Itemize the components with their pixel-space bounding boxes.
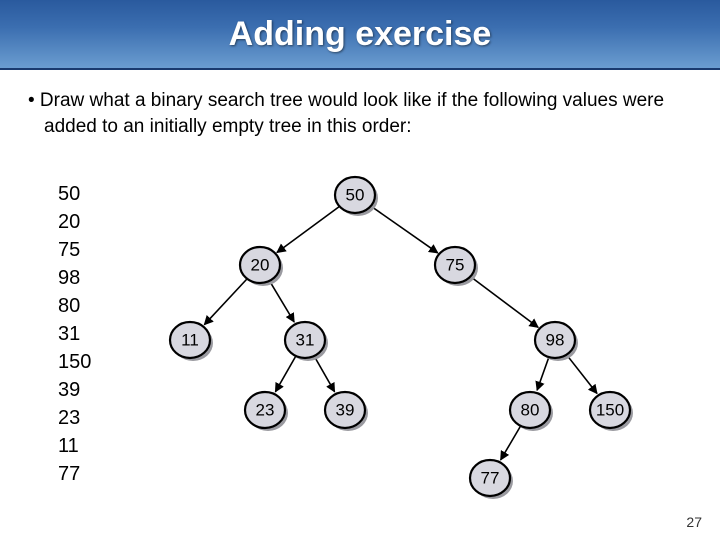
slide-number: 27 [686, 514, 702, 530]
tree-edge [275, 356, 295, 391]
node-label: 98 [546, 331, 565, 350]
slide-title: Adding exercise [229, 15, 492, 54]
tree-node: 11 [170, 322, 213, 361]
node-label: 75 [446, 256, 465, 275]
tree-edge [277, 206, 340, 252]
node-label: 80 [521, 401, 540, 420]
tree-edge [204, 279, 247, 325]
value-list-item: 98 [58, 264, 91, 292]
value-list-item: 39 [58, 376, 91, 404]
value-list-item: 11 [58, 432, 91, 460]
tree-edge [270, 281, 294, 322]
node-label: 20 [251, 256, 270, 275]
tree-node: 23 [245, 392, 288, 431]
tree-edge [537, 358, 549, 390]
tree-node: 150 [590, 392, 633, 431]
tree-edge [567, 355, 597, 394]
value-list-item: 77 [58, 460, 91, 488]
value-list-item: 50 [58, 180, 91, 208]
tree-node: 31 [285, 322, 328, 361]
node-label: 23 [256, 401, 275, 420]
tree-edge [470, 276, 538, 327]
tree-node: 77 [470, 460, 513, 499]
node-label: 50 [346, 186, 365, 205]
bst-tree: 50 20 75 11 31 98 23 39 80 150 77 [150, 170, 710, 510]
node-label: 77 [481, 469, 500, 488]
value-list-item: 75 [58, 236, 91, 264]
content-area: • Draw what a binary search tree would l… [0, 70, 720, 139]
value-list-item: 80 [58, 292, 91, 320]
tree-edge [314, 356, 334, 391]
value-list-item: 23 [58, 404, 91, 432]
value-list-item: 31 [58, 320, 91, 348]
bullet-text: • Draw what a binary search tree would l… [28, 88, 692, 139]
node-label: 150 [596, 401, 624, 420]
tree-node: 50 [335, 177, 378, 216]
tree-edge [371, 206, 438, 253]
title-bar: Adding exercise [0, 0, 720, 70]
value-list: 50207598803115039231177 [58, 180, 91, 488]
tree-node: 80 [510, 392, 553, 431]
nodes: 50 20 75 11 31 98 23 39 80 150 77 [170, 177, 633, 499]
tree-node: 98 [535, 322, 578, 361]
tree-edge [501, 426, 521, 460]
node-label: 31 [296, 331, 315, 350]
tree-node: 39 [325, 392, 368, 431]
value-list-item: 150 [58, 348, 91, 376]
node-label: 11 [181, 331, 199, 350]
node-label: 39 [336, 401, 355, 420]
tree-node: 75 [435, 247, 478, 286]
value-list-item: 20 [58, 208, 91, 236]
